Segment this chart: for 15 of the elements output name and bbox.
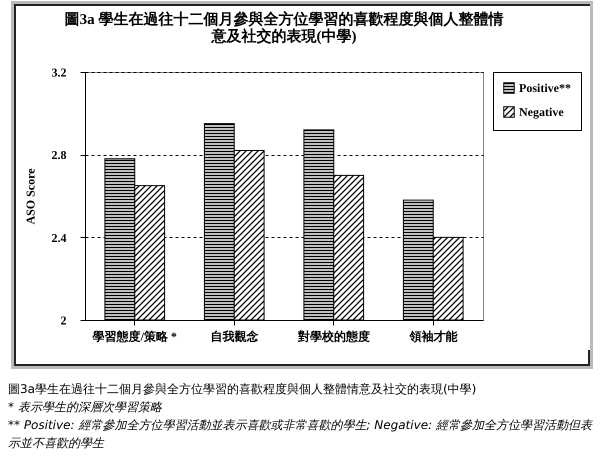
y-tick-label: 2.8 (52, 148, 66, 162)
x-tick-label: 對學校的態度 (296, 330, 370, 344)
x-tick-label: 領袖才能 (408, 330, 458, 344)
text: * 表示學生的深層次學習策略 (8, 399, 163, 416)
legend-label: Negative (519, 105, 564, 119)
x-tick-label: 自我觀念 (210, 330, 260, 344)
y-axis-title: ASO Score (24, 168, 38, 225)
chart-title: 圖3a 學生在過往十二個月參與全方位學習的喜歡程度與個人整體情意及社交的表現(中學) (64, 10, 504, 45)
caption: 圖3a學生在過往十二個月參與全方位學習的喜歡程度與個人整體情意及社交的表現(中學) (8, 381, 478, 398)
legend-label: Positive** (519, 81, 571, 95)
text: ** Positive: 經常參加全方位學習活動並表示喜歡或非常喜歡的學生; Negative: 經常參加全方位學習活動但表示並不喜歡的學生 (8, 417, 594, 452)
y-tick-label: 2 (60, 314, 66, 328)
y-tick-label: 2.4 (52, 230, 66, 245)
x-tick-label: 學習態度/策略 * (92, 330, 177, 344)
y-tick-label: 3.2 (52, 66, 66, 80)
